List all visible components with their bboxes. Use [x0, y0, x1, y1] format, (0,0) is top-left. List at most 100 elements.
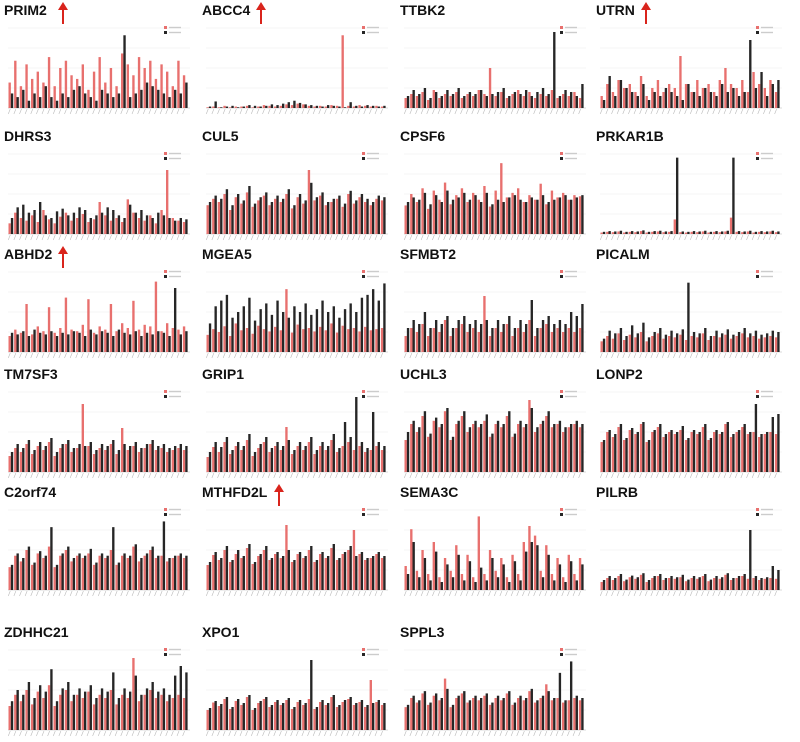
normal-bar: [383, 446, 386, 472]
normal-bar: [72, 448, 76, 472]
normal-bar: [406, 704, 410, 730]
x-tick: [734, 352, 738, 359]
normal-bar: [737, 576, 741, 590]
legend-label-placeholder: [367, 157, 379, 160]
x-tick: [426, 472, 430, 479]
normal-bar: [429, 328, 432, 352]
x-tick: [159, 234, 163, 241]
up-arrow-icon: [640, 2, 651, 24]
normal-bar: [418, 427, 421, 472]
tumor-bar: [421, 693, 424, 730]
tumor-bar: [81, 214, 84, 234]
x-tick: [148, 108, 152, 115]
x-tick: [245, 590, 248, 597]
x-tick: [572, 352, 576, 359]
tumor-bar: [76, 331, 79, 352]
normal-bar: [564, 700, 567, 730]
chart-panel-cul5: CUL5: [202, 128, 392, 246]
tumor-bar: [639, 574, 643, 590]
x-tick: [36, 108, 39, 115]
tumor-bar: [290, 105, 294, 108]
x-tick: [706, 590, 710, 597]
tumor-bar: [375, 329, 378, 352]
normal-bar: [208, 562, 212, 590]
x-tick: [176, 590, 180, 597]
x-tick: [729, 590, 732, 597]
tumor-bar: [696, 337, 699, 352]
tumor-bar: [166, 71, 169, 108]
normal-bar: [185, 446, 188, 472]
x-tick: [7, 472, 11, 479]
tumor-bar: [774, 337, 778, 352]
normal-bar: [687, 84, 690, 108]
tumor-bar: [126, 328, 129, 352]
normal-bar: [463, 411, 466, 472]
normal-bar: [310, 314, 313, 352]
x-tick: [369, 234, 372, 241]
x-tick: [471, 472, 475, 479]
chart-panel-sfmbt2: SFMBT2: [400, 246, 590, 364]
legend-swatch-tumor: [560, 508, 563, 511]
x-tick: [245, 234, 248, 241]
x-tick: [746, 352, 749, 359]
tumor-bar: [443, 320, 447, 352]
x-tick: [723, 234, 727, 241]
normal-bar: [287, 550, 290, 590]
x-tick: [432, 234, 435, 241]
legend-label-placeholder: [367, 26, 379, 29]
tumor-bar: [352, 203, 356, 234]
tumor-bar: [673, 434, 676, 472]
normal-bar: [214, 552, 217, 590]
x-tick: [374, 352, 378, 359]
normal-bar: [491, 94, 494, 108]
x-tick: [97, 234, 101, 241]
normal-bar: [720, 577, 724, 590]
normal-bar: [423, 411, 427, 472]
tumor-bar: [701, 333, 705, 352]
normal-bar: [496, 92, 500, 108]
legend-label-placeholder: [367, 152, 379, 155]
x-tick: [64, 590, 67, 597]
normal-bar: [726, 422, 729, 472]
tumor-bar: [121, 428, 124, 472]
x-tick: [69, 234, 73, 241]
tumor-bar: [562, 332, 565, 352]
normal-bar: [418, 94, 421, 108]
normal-bar: [83, 336, 87, 352]
x-tick: [24, 108, 28, 115]
x-tick: [706, 234, 710, 241]
normal-bar: [326, 446, 330, 472]
normal-bar: [55, 701, 59, 730]
tumor-bar: [121, 694, 124, 730]
x-tick: [41, 352, 45, 359]
tumor-bar: [109, 444, 113, 472]
normal-bar: [485, 580, 488, 590]
normal-bar: [89, 442, 92, 472]
tumor-bar: [460, 98, 464, 108]
normal-bar: [27, 546, 31, 590]
tumor-bar: [251, 710, 254, 730]
normal-bar: [749, 432, 752, 472]
x-tick: [301, 108, 305, 115]
bar-chart: [7, 648, 190, 737]
tumor-bar: [656, 333, 660, 352]
x-tick: [211, 472, 215, 479]
x-tick: [262, 352, 265, 359]
x-tick: [69, 590, 73, 597]
x-tick: [64, 472, 67, 479]
x-tick: [64, 352, 67, 359]
x-tick: [256, 352, 260, 359]
tumor-bar: [578, 427, 582, 472]
tumor-bar: [679, 56, 682, 108]
normal-bar: [220, 558, 223, 590]
x-tick: [611, 108, 614, 115]
x-tick: [279, 472, 282, 479]
bar-chart: [7, 390, 190, 479]
tumor-bar: [539, 698, 542, 730]
normal-bar: [208, 323, 212, 352]
normal-bar: [479, 90, 483, 108]
tumor-bar: [19, 452, 23, 472]
tumor-bar: [735, 88, 738, 108]
normal-bar: [355, 703, 358, 730]
x-tick: [426, 234, 430, 241]
